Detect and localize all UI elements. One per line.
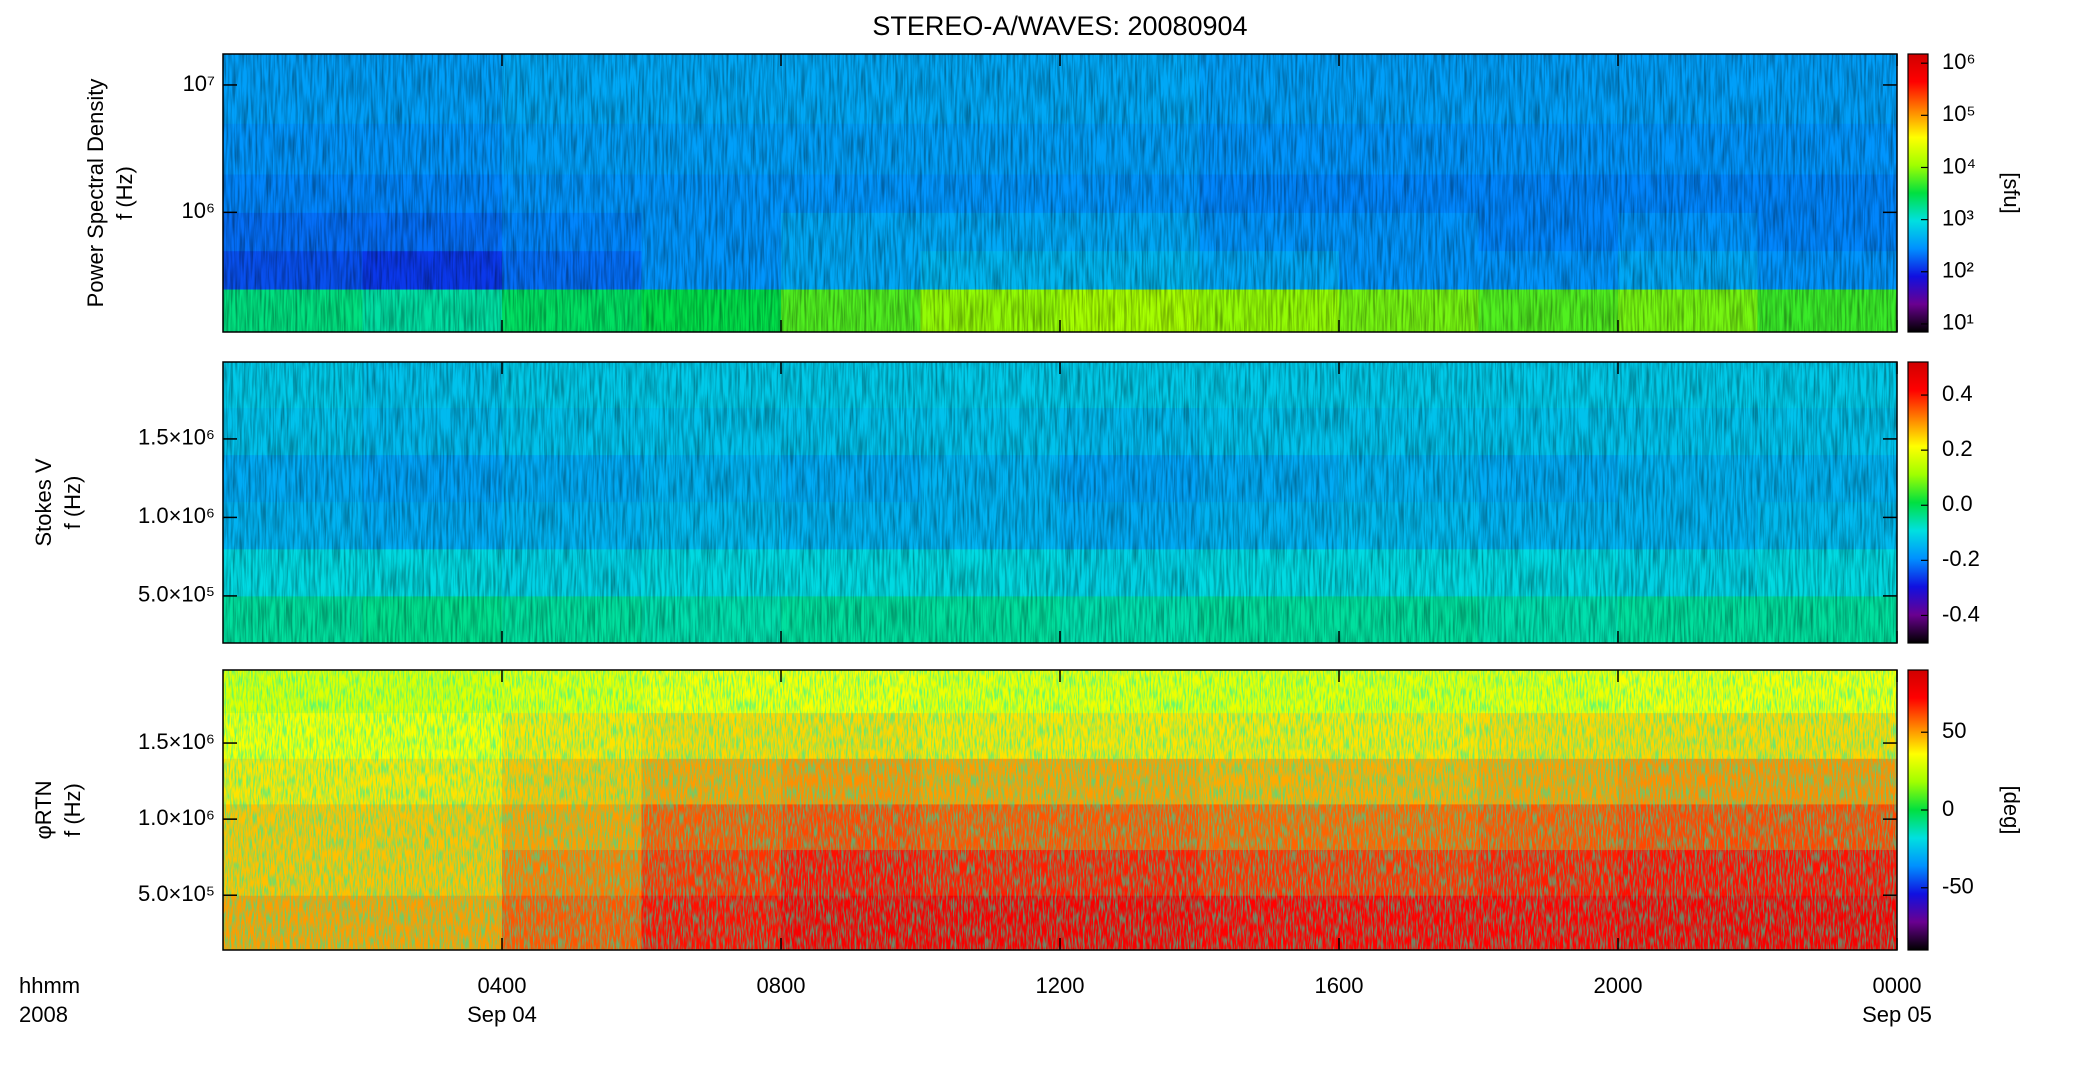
y-tick-label: 1.5×10⁶ [138,425,215,450]
y-tick-label: 5.0×10⁵ [138,582,215,607]
colorbar-tick-label: 0.0 [1942,491,1973,516]
y-tick-label: 1.0×10⁶ [138,805,215,830]
y-axis-label: φRTN [31,780,56,839]
colorbar-tick-label: -0.4 [1942,601,1980,626]
colorbar-tick-label: 50 [1942,718,1966,743]
colorbar-tick-label: 10⁶ [1942,49,1976,74]
y-axis-label: f (Hz) [60,476,85,530]
colorbar-tick-label: 10⁵ [1942,101,1976,126]
y-axis-label: Stokes V [31,458,56,546]
x-axis-label: hhmm [19,973,80,998]
colorbar-tick-label: 10³ [1942,205,1974,230]
colorbar-tick-label: 10¹ [1942,310,1974,335]
texture [223,670,1897,950]
y-axis-label: f (Hz) [60,783,85,837]
panel: 5.0×10⁵ 1.0×10⁶ 1.5×10⁶ φRTN f (Hz) -50 0 50 [de… [31,669,2024,951]
colorbar [1907,361,1929,644]
spectrogram [223,670,1897,950]
colorbar-label: [sfu] [1999,172,2024,214]
y-axis-label: f (Hz) [112,166,137,220]
colorbar-label: [deg] [1999,786,2024,835]
texture [223,362,1897,643]
colorbar-tick-label: 0 [1942,796,1954,821]
colorbar-tick-label: 0.2 [1942,436,1973,461]
panel: 10⁶ 10⁷ Power Spectral Density f (Hz) 10¹ 10²… [83,49,2024,335]
x-axis: 0400 0800 1200 1600 2000 0000 Sep 04 Sep 05 hhmm… [19,973,1932,1027]
spectrogram [223,362,1897,643]
texture [223,54,1897,332]
y-tick-label: 1.5×10⁶ [138,729,215,754]
colorbar-tick-label: 10² [1942,258,1974,283]
colorbar-tick-label: -50 [1942,874,1974,899]
x-tick-label: 0800 [757,973,806,998]
y-tick-label: 10⁶ [181,198,215,223]
y-tick-label: 10⁷ [183,71,215,96]
x-axis-label: 2008 [19,1002,68,1027]
y-axis-label: Power Spectral Density [83,79,108,308]
x-date-label: Sep 04 [467,1002,537,1027]
colorbar-tick-label: -0.2 [1942,546,1980,571]
x-tick-label: 2000 [1594,973,1643,998]
y-tick-label: 1.0×10⁶ [138,503,215,528]
x-tick-label: 0400 [478,973,527,998]
chart-title: STEREO-A/WAVES: 20080904 [872,11,1247,41]
spectrogram [223,54,1897,332]
x-tick-label: 0000 [1873,973,1922,998]
colorbar [1907,53,1929,333]
colorbar-tick-label: 0.4 [1942,381,1973,406]
x-tick-label: 1200 [1036,973,1085,998]
y-tick-label: 5.0×10⁵ [138,881,215,906]
x-date-label: Sep 05 [1862,1002,1932,1027]
x-tick-label: 1600 [1315,973,1364,998]
colorbar-tick-label: 10⁴ [1942,153,1976,178]
